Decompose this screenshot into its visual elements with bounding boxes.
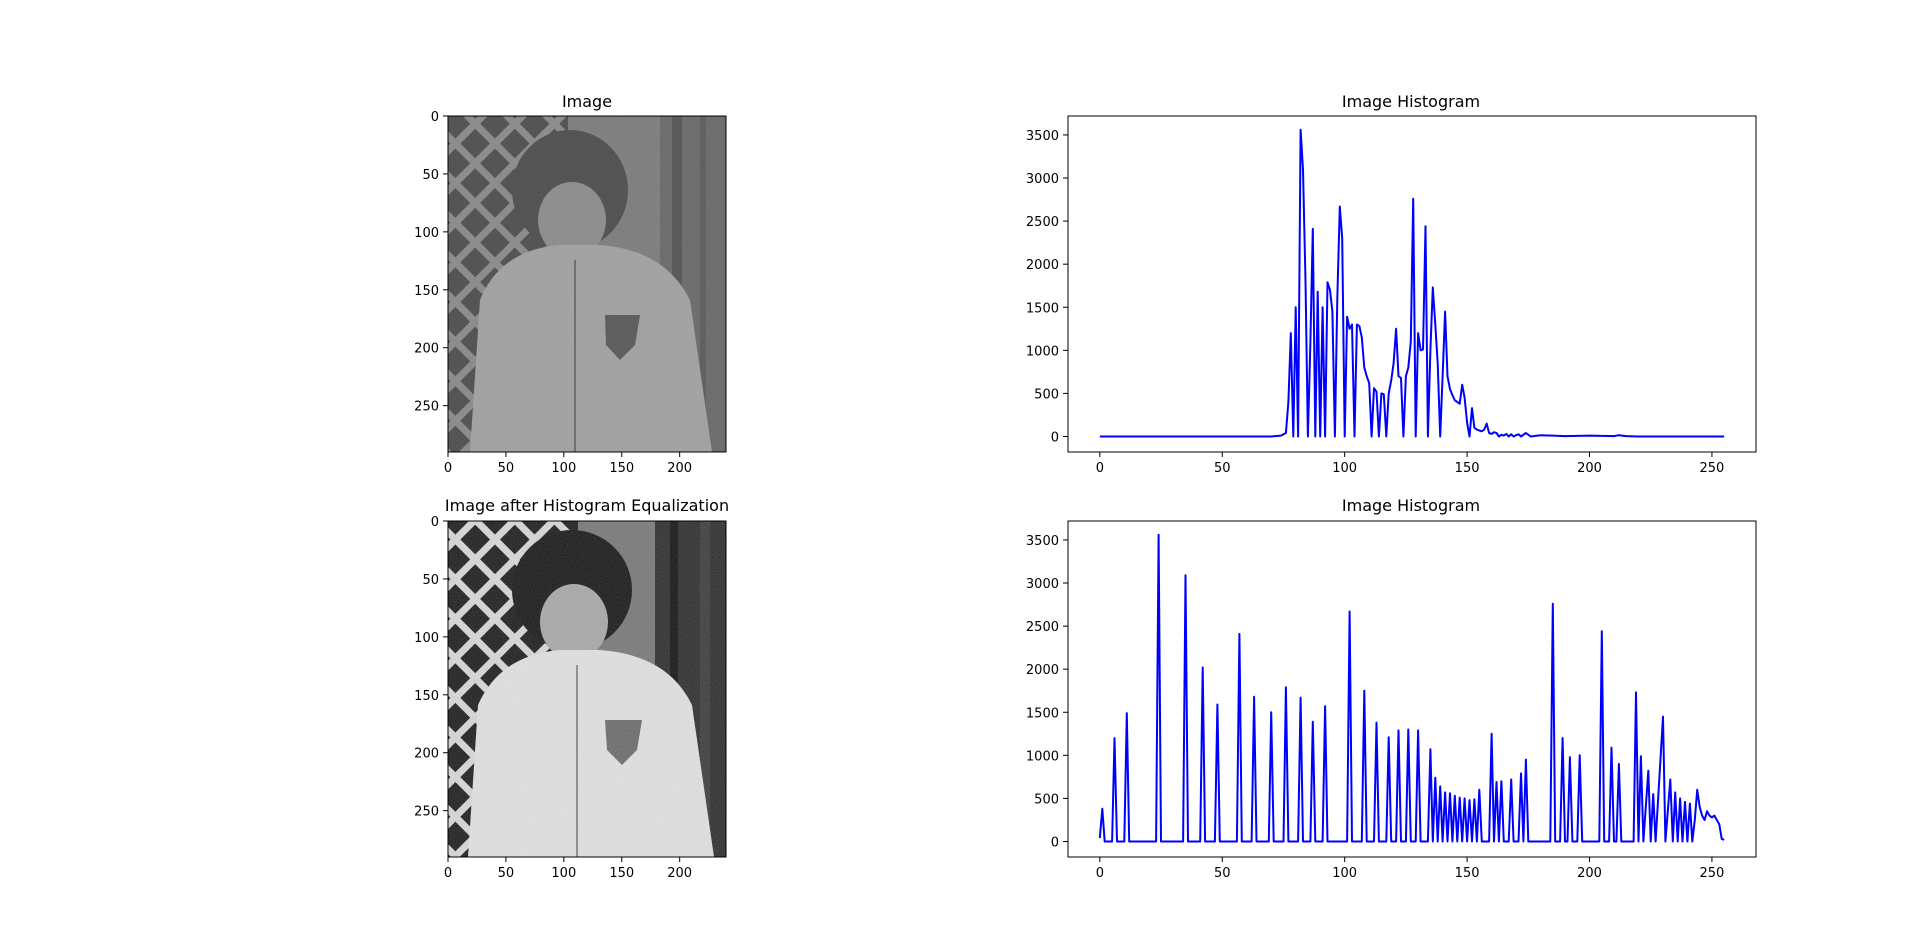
panel-histogram-equalized: Image Histogram 0 50 100 150 200 250050010001… (1026, 496, 1757, 881)
axis-original-image: 0 50 100 150 200 0 50 100 150 200 250 (414, 110, 692, 476)
frame-histogram-original (1067, 115, 1757, 453)
histogram-original-ytick-label: 3500 (1026, 129, 1059, 144)
panel-title-histogram-equalized: Image Histogram (1342, 496, 1480, 515)
original-image-xtick-label: 50 (498, 461, 515, 476)
original-image-xtick-label: 100 (551, 461, 576, 476)
histogram-equalized-ytick-label: 3500 (1026, 534, 1059, 549)
histogram-equalized-ytick-label: 500 (1034, 792, 1059, 807)
photo-original (448, 116, 726, 452)
original-image-ytick-label: 0 (431, 110, 439, 125)
original-image-xtick-label: 0 (444, 461, 452, 476)
histogram-original-ytick-label: 2500 (1026, 215, 1059, 230)
histogram-original-ytick-label: 1000 (1026, 344, 1059, 359)
equalized-image-ytick-label: 250 (414, 805, 439, 820)
histogram-equalized-ytick-label: 2000 (1026, 663, 1059, 678)
original-image-ytick-label: 250 (414, 400, 439, 415)
frame-original-image (447, 115, 727, 453)
histogram-original-xtick-label: 150 (1455, 461, 1480, 476)
histogram-original-ytick-label: 2000 (1026, 258, 1059, 273)
histogram-equalized-ytick-label: 0 (1051, 835, 1059, 850)
equalized-image-ytick-label: 100 (414, 631, 439, 646)
histogram-original-xtick-label: 100 (1332, 461, 1357, 476)
equalized-image-xtick-label: 200 (667, 866, 692, 881)
original-image-xtick-label: 200 (667, 461, 692, 476)
original-image-ytick-label: 200 (414, 342, 439, 357)
original-image-ytick-label: 50 (422, 168, 439, 183)
frame-equalized-image (447, 520, 727, 858)
histogram-equalized-ytick-label: 3000 (1026, 577, 1059, 592)
histogram-equalized-xtick-label: 100 (1332, 866, 1357, 881)
equalized-image-xtick-label: 100 (551, 866, 576, 881)
series-line-histogram-original (1099, 128, 1725, 438)
equalized-image-ytick-label: 50 (422, 573, 439, 588)
panel-histogram-original: Image Histogram 0 50 100 150 200 250050010001… (1026, 92, 1757, 476)
series-line-histogram-equalized (1098, 533, 1725, 843)
equalized-image-xtick-label: 0 (444, 866, 452, 881)
histogram-original-ytick-label: 1500 (1026, 301, 1059, 316)
equalized-image-ytick-label: 150 (414, 689, 439, 704)
plot-histogram-original (1099, 128, 1725, 438)
panel-title-equalized-image: Image after Histogram Equalization (445, 496, 729, 515)
histogram-equalized-ytick-label: 2500 (1026, 620, 1059, 635)
histogram-original-xtick-label: 250 (1700, 461, 1725, 476)
histogram-original-ytick-label: 3000 (1026, 172, 1059, 187)
original-image-ytick-label: 150 (414, 284, 439, 299)
plot-histogram-equalized (1098, 533, 1725, 843)
equalized-image-ytick-label: 200 (414, 747, 439, 762)
frame-histogram-equalized (1067, 520, 1757, 858)
panel-equalized-image: Image after Histogram Equalization 0 50 10… (414, 496, 729, 881)
axis-equalized-image: 0 50 100 150 200 0 50 100 150 200 250 (414, 515, 692, 881)
axis-histogram-equalized: 0 50 100 150 200 2500500100015002000250030003… (1026, 534, 1724, 881)
original-image-xtick-label: 150 (609, 461, 634, 476)
panel-original-image: Image 0 50 100 150 200 0 50 100 150 200 250 (414, 92, 727, 476)
histogram-original-xtick-label: 50 (1214, 461, 1231, 476)
histogram-equalized-xtick-label: 200 (1577, 866, 1602, 881)
histogram-equalized-xtick-label: 0 (1096, 866, 1104, 881)
axis-histogram-original: 0 50 100 150 200 2500500100015002000250030003… (1026, 129, 1724, 476)
photo-equalized (448, 521, 726, 857)
histogram-original-xtick-label: 0 (1096, 461, 1104, 476)
original-image-ytick-label: 100 (414, 226, 439, 241)
equalized-image-xtick-label: 50 (498, 866, 515, 881)
histogram-equalized-xtick-label: 50 (1214, 866, 1231, 881)
panel-title-histogram-original: Image Histogram (1342, 92, 1480, 111)
histogram-original-ytick-label: 0 (1051, 430, 1059, 445)
histogram-equalized-xtick-label: 150 (1455, 866, 1480, 881)
histogram-equalized-ytick-label: 1000 (1026, 749, 1059, 764)
histogram-equalized-ytick-label: 1500 (1026, 706, 1059, 721)
histogram-equalized-xtick-label: 250 (1700, 866, 1725, 881)
equalized-image-xtick-label: 150 (609, 866, 634, 881)
panel-title-original-image: Image (562, 92, 612, 111)
histogram-original-xtick-label: 200 (1577, 461, 1602, 476)
histogram-original-ytick-label: 500 (1034, 387, 1059, 402)
equalized-image-ytick-label: 0 (431, 515, 439, 530)
